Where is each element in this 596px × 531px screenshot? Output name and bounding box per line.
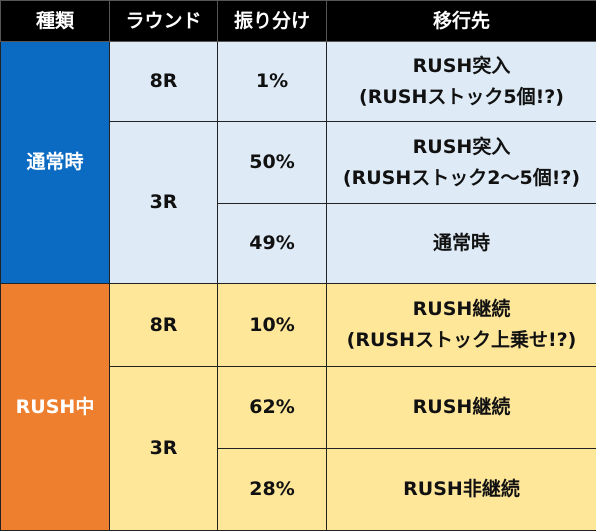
round-cell: 3R (110, 367, 218, 531)
round-cell: 8R (110, 284, 218, 367)
category-normal: 通常時 (1, 42, 110, 284)
ratio-cell: 28% (218, 449, 327, 531)
ratio-cell: 1% (218, 42, 327, 122)
destination-line: RUSH突入 (327, 51, 596, 82)
header-ratio: 振り分け (218, 1, 327, 42)
table-row: 通常時 8R 1% RUSH突入 (RUSHストック5個!?) (1, 42, 596, 122)
category-rush: RUSH中 (1, 284, 110, 531)
destination-cell: RUSH継続 (327, 367, 596, 449)
destination-note: (RUSHストック上乗せ!?) (327, 325, 596, 356)
destination-line: RUSH非継続 (327, 474, 596, 505)
destination-line: 通常時 (327, 228, 596, 259)
destination-line: RUSH継続 (327, 392, 596, 423)
destination-cell: RUSH非継続 (327, 449, 596, 531)
header-round: ラウンド (110, 1, 218, 42)
ratio-cell: 49% (218, 204, 327, 284)
destination-note: (RUSHストック5個!?) (327, 82, 596, 113)
round-cell: 3R (110, 122, 218, 284)
destination-line: RUSH突入 (327, 132, 596, 163)
destination-note: (RUSHストック2～5個!?) (327, 163, 596, 194)
destination-cell: RUSH継続 (RUSHストック上乗せ!?) (327, 284, 596, 367)
round-cell: 8R (110, 42, 218, 122)
destination-cell: RUSH突入 (RUSHストック2～5個!?) (327, 122, 596, 204)
header-type: 種類 (1, 1, 110, 42)
destination-line: RUSH継続 (327, 294, 596, 325)
destination-cell: RUSH突入 (RUSHストック5個!?) (327, 42, 596, 122)
ratio-cell: 10% (218, 284, 327, 367)
ratio-cell: 50% (218, 122, 327, 204)
destination-cell: 通常時 (327, 204, 596, 284)
header-destination: 移行先 (327, 1, 596, 42)
table-row: RUSH中 8R 10% RUSH継続 (RUSHストック上乗せ!?) (1, 284, 596, 367)
header-row: 種類 ラウンド 振り分け 移行先 (1, 1, 596, 42)
ratio-cell: 62% (218, 367, 327, 449)
